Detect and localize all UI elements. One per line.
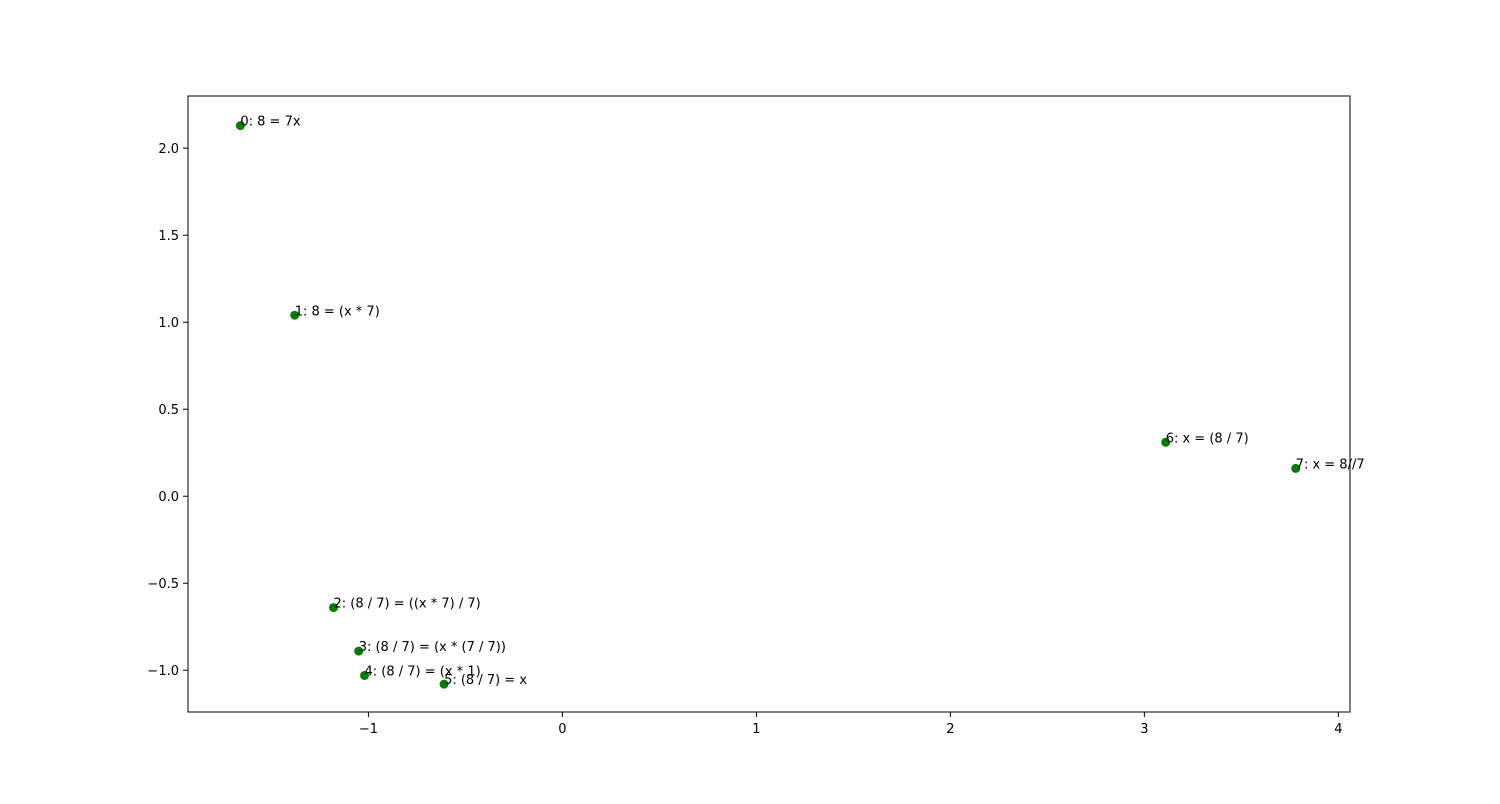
y-tick-label: −1.0 [147,664,179,679]
data-point [235,121,245,131]
data-point [354,646,364,656]
data-points [235,121,1301,689]
x-tick-label: 3 [1140,722,1148,737]
x-tick-label: 0 [558,722,566,737]
point-label: 7: x = 8//7 [1296,457,1365,472]
x-tick-label: 4 [1334,722,1342,737]
data-point [328,603,338,613]
point-labels: 0: 8 = 7x 1: 8 = (x * 7) 2: (8 / 7) = ((x … [240,115,1364,689]
data-point [439,679,449,689]
point-label: 5: (8 / 7) = x [444,673,527,688]
point-label: 1: 8 = (x * 7) [295,304,380,319]
data-point [1161,437,1171,447]
point-label: 0: 8 = 7x [240,115,300,130]
y-tick-label: 1.0 [158,316,179,331]
y-tick-label: 2.0 [158,142,179,157]
point-label: 6: x = (8 / 7) [1166,431,1249,446]
y-tick-label: −0.5 [147,577,179,592]
point-label: 4: (8 / 7) = (x * 1) [365,664,481,679]
y-tick-label: 0.5 [158,403,179,418]
plot-area [187,95,1351,713]
point-label: 2: (8 / 7) = ((x * 7) / 7) [333,597,480,612]
y-tick-label: 0.0 [158,490,179,505]
data-point [290,310,300,320]
x-axis: −1 0 1 2 3 4 [359,712,1343,737]
y-tick-label: 1.5 [158,229,179,244]
x-tick-label: −1 [359,722,378,737]
x-tick-label: 1 [752,722,760,737]
x-tick-label: 2 [946,722,954,737]
y-axis: −1.0 −0.5 0.0 0.5 1.0 1.5 2.0 [147,142,188,679]
data-point [360,670,370,680]
data-point [1291,463,1301,473]
point-label: 3: (8 / 7) = (x * (7 / 7)) [359,640,506,655]
